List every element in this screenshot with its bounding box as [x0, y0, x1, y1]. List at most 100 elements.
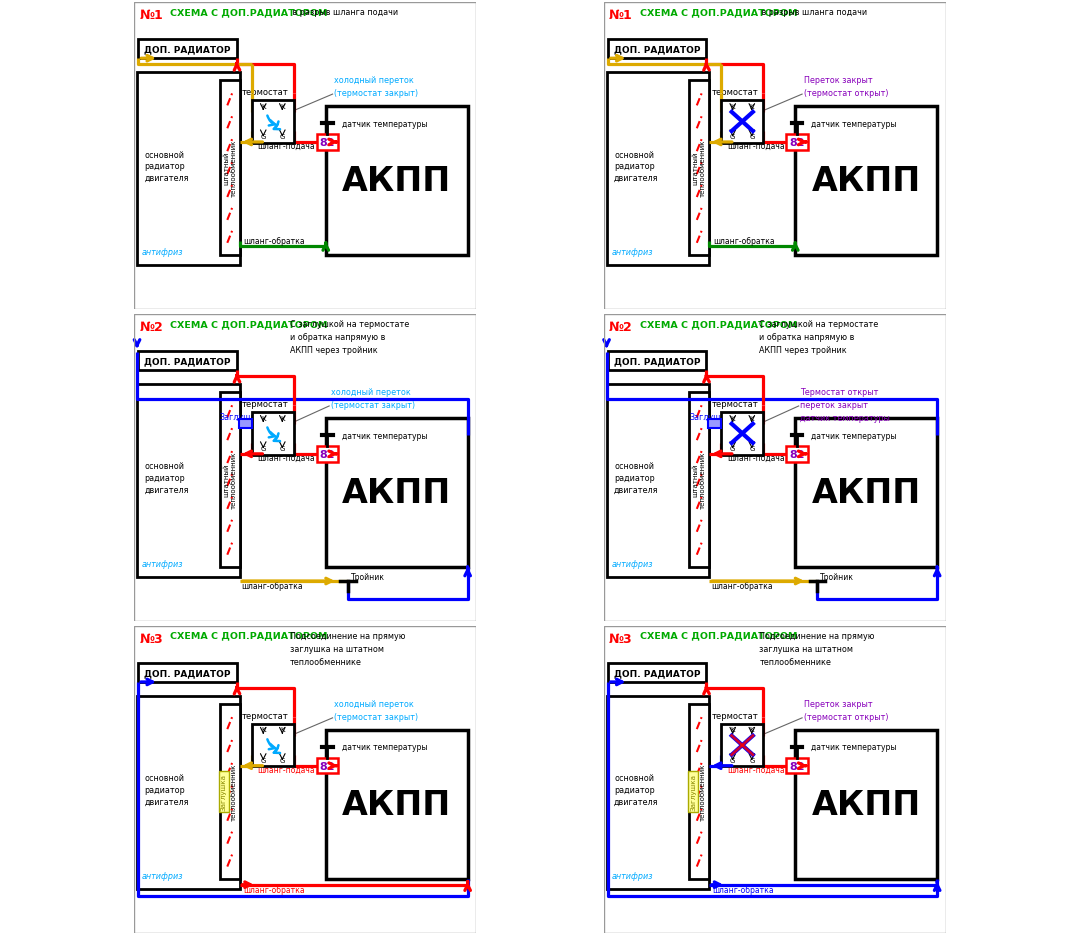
Text: датчик температуры: датчик температуры	[811, 742, 896, 752]
Text: антифриз: антифриз	[611, 248, 653, 257]
FancyBboxPatch shape	[721, 724, 764, 767]
FancyBboxPatch shape	[252, 101, 294, 143]
Text: G: G	[750, 446, 755, 451]
Text: G: G	[260, 446, 266, 451]
Text: 82: 82	[320, 761, 335, 771]
Text: G: G	[280, 134, 285, 139]
Text: K: K	[730, 104, 735, 110]
Text: штатный
теплообменник: штатный теплообменник	[692, 139, 706, 197]
Text: 82: 82	[320, 449, 335, 460]
Text: СХЕМА С ДОП.РАДИАТОРОМ: СХЕМА С ДОП.РАДИАТОРОМ	[171, 319, 327, 329]
FancyBboxPatch shape	[607, 385, 710, 578]
Text: антифриз: антифриз	[143, 248, 184, 257]
Text: холодный переток: холодный переток	[335, 76, 414, 85]
Text: Подсоединение на прямую: Подсоединение на прямую	[289, 631, 405, 640]
Text: ДОП. РАДИАТОР: ДОП. РАДИАТОР	[613, 668, 701, 678]
FancyBboxPatch shape	[239, 420, 252, 429]
Text: шланг-обратка: шланг-обратка	[241, 581, 302, 591]
Text: G: G	[280, 446, 285, 451]
Text: шланг-обратка: шланг-обратка	[243, 885, 305, 894]
Text: АКПП: АКПП	[342, 476, 451, 509]
Text: датчик температуры: датчик температуры	[342, 742, 428, 752]
Text: датчик температуры: датчик температуры	[342, 120, 428, 128]
Text: G: G	[750, 757, 755, 763]
FancyBboxPatch shape	[689, 705, 710, 879]
Text: антифриз: антифриз	[143, 560, 184, 569]
Text: датчик температуры: датчик температуры	[800, 414, 890, 423]
Text: теплообменнике: теплообменнике	[289, 657, 362, 665]
Text: АКПП: АКПП	[811, 476, 921, 509]
FancyBboxPatch shape	[137, 695, 240, 889]
Text: шланг-подача: шланг-подача	[258, 142, 315, 151]
Text: АКПП: АКПП	[342, 165, 451, 197]
FancyBboxPatch shape	[786, 446, 808, 462]
Text: термостат: термостат	[242, 400, 288, 409]
Text: основной
радиатор
двигателя: основной радиатор двигателя	[615, 151, 659, 183]
Text: переток закрыт: переток закрыт	[800, 401, 868, 410]
Text: С заглушкой на термостате: С заглушкой на термостате	[289, 319, 409, 329]
Text: АКПП: АКПП	[342, 788, 451, 821]
Text: теплообменнике: теплообменнике	[759, 657, 832, 665]
Text: Термостат открыт: Термостат открыт	[800, 388, 879, 397]
Text: ДОП. РАДИАТОР: ДОП. РАДИАТОР	[613, 357, 701, 366]
Text: 82: 82	[789, 138, 805, 148]
Text: АКПП: АКПП	[811, 788, 921, 821]
Text: Переток закрыт: Переток закрыт	[804, 76, 873, 85]
Text: АКПП через тройник: АКПП через тройник	[759, 345, 847, 355]
FancyBboxPatch shape	[607, 695, 710, 889]
FancyBboxPatch shape	[786, 135, 808, 151]
Text: холодный переток: холодный переток	[335, 699, 414, 709]
FancyBboxPatch shape	[795, 107, 937, 256]
Text: K: K	[730, 415, 735, 421]
Text: в разрыв шланга подачи: в разрыв шланга подачи	[759, 7, 867, 17]
Text: штатный
теплообменник: штатный теплообменник	[222, 139, 237, 197]
Text: G: G	[730, 134, 735, 139]
Text: датчик температуры: датчик температуры	[342, 431, 428, 440]
Text: K: K	[261, 415, 266, 421]
Text: шланг-подача: шланг-подача	[727, 142, 785, 151]
Text: 82: 82	[789, 449, 805, 460]
Text: антифриз: антифриз	[611, 560, 653, 569]
Text: СХЕМА С ДОП.РАДИАТОРОМ: СХЕМА С ДОП.РАДИАТОРОМ	[639, 319, 797, 329]
Text: 82: 82	[320, 138, 335, 148]
Text: заглушка на штатном: заглушка на штатном	[759, 644, 853, 653]
Text: шланг-обратка: шланг-обратка	[713, 885, 774, 894]
Text: шланг-подача: шланг-подача	[727, 765, 785, 774]
Text: (термостат закрыт): (термостат закрыт)	[330, 401, 415, 410]
Text: штатный
теплообменник: штатный теплообменник	[222, 451, 237, 508]
FancyBboxPatch shape	[795, 418, 937, 567]
Text: заглушка на штатном: заглушка на штатном	[289, 644, 383, 653]
Text: АКПП через тройник: АКПП через тройник	[289, 345, 378, 355]
Text: холодный переток: холодный переток	[330, 388, 410, 397]
Text: (термостат закрыт): (термостат закрыт)	[335, 89, 418, 98]
Text: шланг-обратка: шланг-обратка	[244, 237, 306, 245]
Text: (термостат открыт): (термостат открыт)	[804, 712, 889, 722]
Text: Заглушка: Заглушка	[689, 412, 730, 421]
Text: Переток закрыт: Переток закрыт	[804, 699, 873, 709]
FancyBboxPatch shape	[219, 705, 240, 879]
Text: и обратка напрямую в: и обратка напрямую в	[289, 332, 386, 342]
Text: Тройник: Тройник	[820, 573, 854, 581]
FancyBboxPatch shape	[138, 664, 237, 682]
Text: №2: №2	[609, 320, 633, 333]
Text: G: G	[260, 757, 266, 763]
Text: шланг-обратка: шланг-обратка	[713, 237, 774, 245]
Text: №1: №1	[609, 9, 633, 22]
Text: термостат: термостат	[242, 711, 288, 720]
Text: СХЕМА С ДОП.РАДИАТОРОМ: СХЕМА С ДОП.РАДИАТОРОМ	[171, 7, 327, 17]
Text: датчик температуры: датчик температуры	[811, 120, 896, 128]
Text: термостат: термостат	[712, 400, 758, 409]
Text: K: K	[280, 104, 284, 110]
FancyBboxPatch shape	[608, 40, 706, 59]
FancyBboxPatch shape	[326, 107, 468, 256]
FancyBboxPatch shape	[607, 73, 710, 266]
Text: АКПП: АКПП	[811, 165, 921, 197]
Text: термостат: термостат	[242, 88, 288, 97]
Text: антифриз: антифриз	[611, 871, 653, 880]
FancyBboxPatch shape	[252, 724, 294, 767]
FancyBboxPatch shape	[138, 352, 237, 371]
FancyBboxPatch shape	[608, 664, 706, 682]
FancyBboxPatch shape	[795, 730, 937, 879]
Text: G: G	[280, 757, 285, 763]
Text: С заглушкой на термостате: С заглушкой на термостате	[759, 319, 879, 329]
